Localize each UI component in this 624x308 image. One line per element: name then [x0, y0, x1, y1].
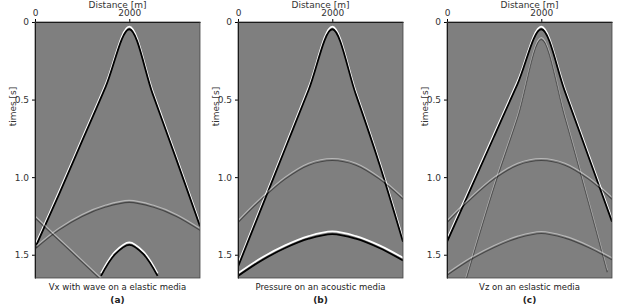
wavefront: [35, 27, 200, 246]
x-tick: 2000: [321, 8, 344, 22]
y-tick-label: 1.5: [15, 250, 29, 260]
y-tick: 1.5: [15, 250, 35, 260]
y-tick: 1.5: [427, 250, 447, 260]
y-tick-mark: [235, 22, 238, 23]
wavefront: [238, 29, 403, 266]
plot-frame: [238, 22, 403, 278]
x-tick-mark: [332, 19, 333, 22]
x-tick-mark: [447, 19, 448, 22]
y-tick-mark: [444, 22, 447, 23]
x-tick: 0: [236, 8, 242, 22]
wavefront: [238, 159, 403, 221]
x-tick: 0: [445, 8, 451, 22]
y-axis-title: times [s]: [211, 87, 221, 127]
y-axis: 00.51.01.5: [15, 17, 36, 278]
figure: 0200000.51.01.5Distance [m]times [s]Vx w…: [0, 0, 624, 308]
y-tick-mark: [444, 255, 447, 256]
caption: Vz on an eslastic media: [479, 282, 580, 292]
wavefront: [238, 161, 403, 223]
y-axis-title: times [s]: [420, 87, 430, 127]
y-tick-label: 1.5: [427, 250, 441, 260]
x-tick-label: 0: [33, 8, 39, 18]
events: [35, 27, 200, 278]
wavefront: [101, 245, 158, 276]
plot-frame: [447, 22, 612, 278]
events: [238, 27, 403, 276]
y-tick-label: 1.0: [218, 173, 233, 183]
events: [447, 27, 612, 278]
y-tick-label: 1.0: [15, 173, 30, 183]
y-axis-title: times [s]: [8, 87, 18, 127]
x-axis-title: Distance [m]: [291, 0, 349, 10]
y-tick: 0: [23, 17, 35, 27]
wavefront: [35, 29, 200, 248]
caption: Pressure on an acoustic media: [255, 282, 385, 292]
panel-label: (c): [523, 295, 537, 305]
x-tick-mark: [129, 19, 130, 22]
y-axis: 00.51.01.5: [427, 17, 448, 278]
panel-label: (b): [313, 295, 328, 305]
y-tick-label: 0: [435, 17, 441, 27]
y-tick-mark: [32, 255, 35, 256]
x-axis: 0 2000: [445, 8, 613, 23]
y-tick-mark: [32, 100, 35, 101]
wavefront: [238, 234, 403, 276]
y-tick-label: 1.0: [427, 173, 442, 183]
wavefront: [447, 159, 612, 221]
wavefront: [447, 27, 612, 240]
y-tick: 0: [226, 17, 238, 27]
wavefront: [238, 231, 403, 273]
x-axis-title: Distance [m]: [88, 0, 146, 10]
caption: Vx with wave on a elastic media: [49, 282, 186, 292]
y-tick-mark: [444, 100, 447, 101]
wavefront: [101, 242, 158, 273]
wavefront: [447, 233, 612, 275]
y-tick: 1.0: [15, 173, 35, 183]
y-tick-mark: [235, 255, 238, 256]
y-tick-mark: [235, 177, 238, 178]
y-tick-mark: [235, 100, 238, 101]
x-tick-mark: [238, 19, 239, 22]
panel: 0200000.51.01.5Distance [m]times [s]Vx w…: [8, 0, 201, 305]
wavefront: [35, 216, 101, 278]
y-axis: 00.51.01.5: [218, 17, 239, 278]
panel: 0200000.51.01.5Distance [m]times [s]Pres…: [211, 0, 404, 305]
x-tick-mark: [541, 19, 542, 22]
plot-background: [447, 22, 612, 278]
y-tick: 1.5: [218, 250, 238, 260]
wavefront: [35, 202, 200, 249]
wavefront: [35, 218, 101, 278]
wavefront: [35, 200, 200, 247]
x-tick-label: 0: [236, 8, 242, 18]
x-tick-mark: [35, 19, 36, 22]
wavefront: [238, 27, 403, 264]
x-tick: 0: [33, 8, 39, 22]
x-tick-label: 0: [445, 8, 451, 18]
x-tick: 2000: [118, 8, 141, 22]
y-tick: 1.0: [427, 173, 447, 183]
y-tick-label: 0: [23, 17, 29, 27]
wavefront: [447, 231, 612, 273]
plot-background: [35, 22, 200, 278]
wavefront: [447, 29, 612, 242]
x-axis-title: Distance [m]: [500, 0, 558, 10]
y-tick: 1.0: [218, 173, 238, 183]
wavefront: [466, 38, 607, 278]
wavefront: [447, 161, 612, 223]
plot-background: [238, 22, 403, 278]
plot-frame: [35, 22, 200, 278]
y-tick-mark: [444, 177, 447, 178]
panel: 0200000.51.01.5Distance [m]times [s]Vz o…: [420, 0, 613, 305]
panel-label: (a): [110, 295, 124, 305]
x-axis: 0 2000: [236, 8, 404, 23]
y-tick-mark: [32, 22, 35, 23]
y-tick-label: 1.5: [218, 250, 232, 260]
y-tick-mark: [32, 177, 35, 178]
x-tick: 2000: [530, 8, 553, 22]
y-tick-label: 0: [226, 17, 232, 27]
x-axis: 0 2000: [33, 8, 201, 23]
y-tick: 0: [435, 17, 447, 27]
